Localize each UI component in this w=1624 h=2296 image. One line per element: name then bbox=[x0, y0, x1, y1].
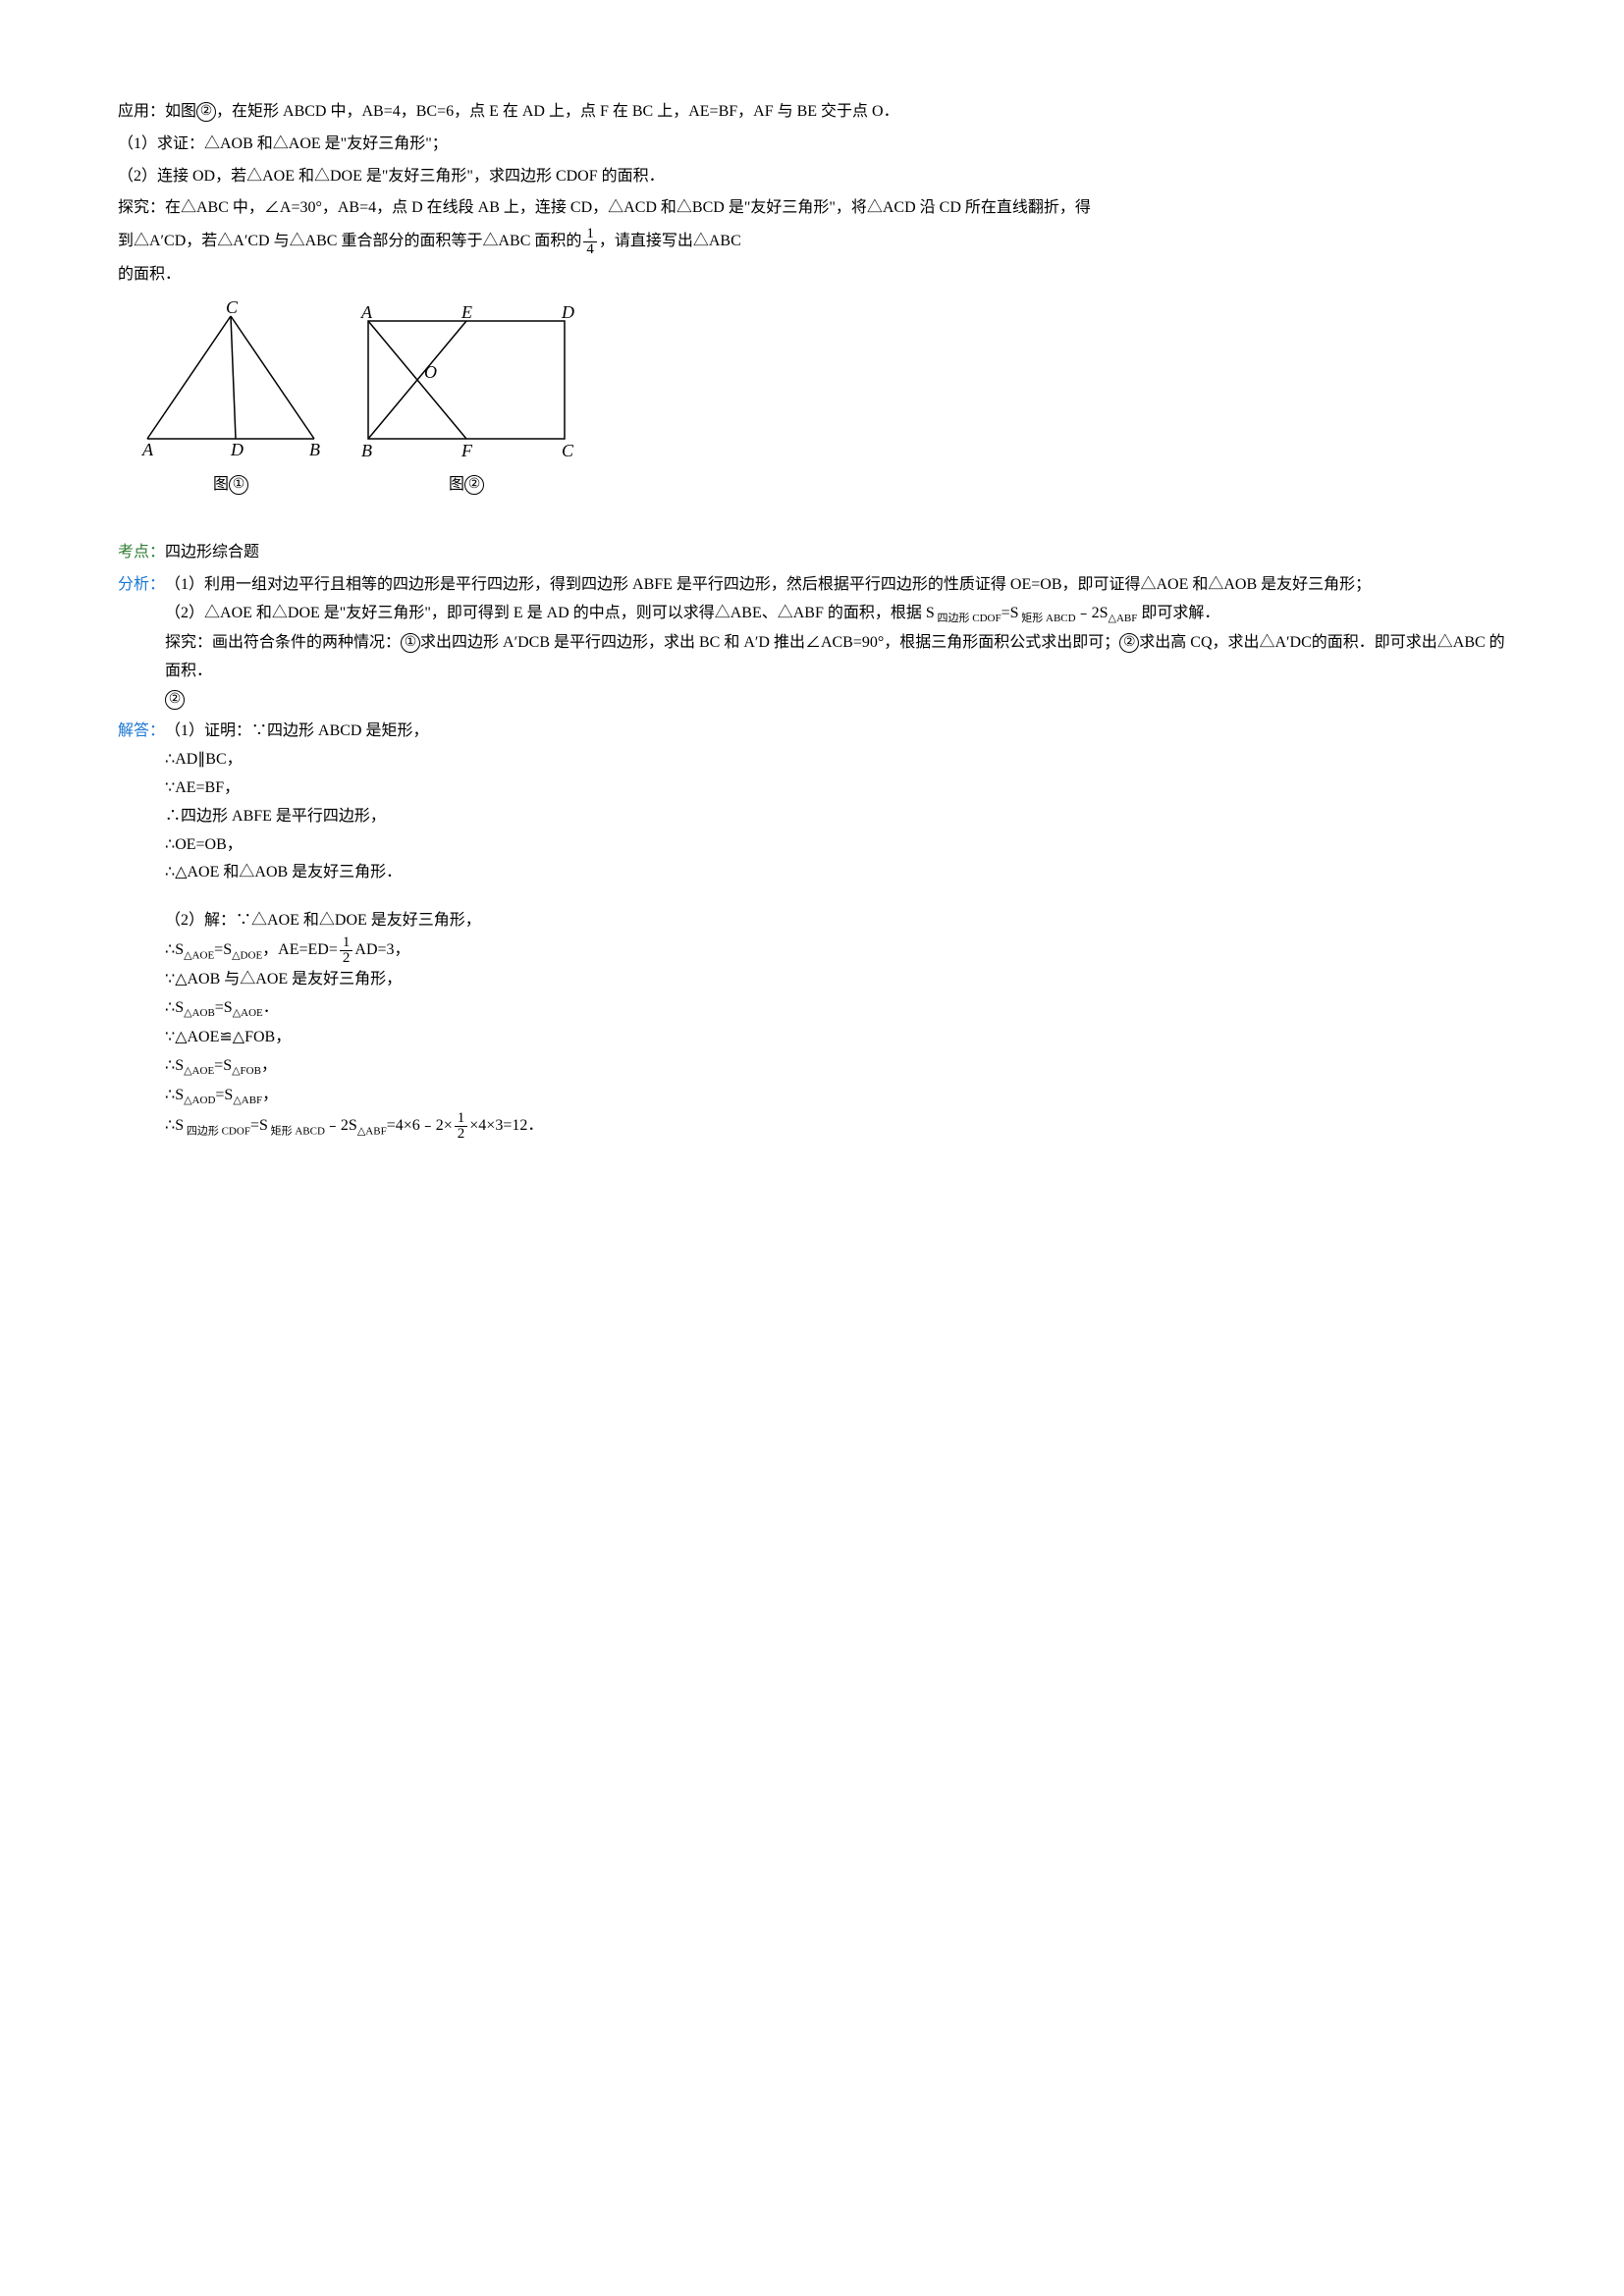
jieda-s2: ∴AD∥BC， bbox=[165, 746, 1506, 774]
fig2-O: O bbox=[424, 362, 437, 382]
figure-2-caption: 图② bbox=[353, 471, 579, 500]
jieda-s1: （1）证明：∵四边形 ABCD 是矩形， bbox=[165, 718, 1506, 746]
figure-1-caption: 图① bbox=[137, 471, 324, 500]
jieda-s14: ∴S 四边形 CDOF=S 矩形 ABCD﹣2S△ABF=4×6﹣2×12×4×… bbox=[165, 1111, 1506, 1142]
figure-1-wrap: A B C D 图① bbox=[137, 301, 324, 500]
jieda-s4: ∴四边形 ABFE 是平行四边形， bbox=[165, 803, 1506, 831]
jieda-blank bbox=[165, 887, 1506, 907]
jieda-label: 解答： bbox=[118, 718, 165, 746]
fig2-C: C bbox=[562, 441, 574, 458]
kaodian-label: 考点： bbox=[118, 539, 165, 567]
intro-p1-b: ，在矩形 ABCD 中，AB=4，BC=6，点 E 在 AD 上，点 F 在 B… bbox=[216, 103, 899, 120]
kaodian-row: 考点： 四边形综合题 bbox=[118, 539, 1506, 567]
fenxi-body: （1）利用一组对边平行且相等的四边形是平行四边形，得到四边形 ABFE 是平行四… bbox=[165, 571, 1506, 714]
jieda-s9: ∵△AOB 与△AOE 是友好三角形， bbox=[165, 966, 1506, 994]
intro-q1: （1）求证：△AOB 和△AOE 是"友好三角形"； bbox=[118, 131, 1506, 159]
fenxi-row: 分析： （1）利用一组对边平行且相等的四边形是平行四边形，得到四边形 ABFE … bbox=[118, 571, 1506, 714]
jieda-s6: ∴△AOE 和△AOB 是友好三角形． bbox=[165, 859, 1506, 887]
fig1-D: D bbox=[230, 440, 244, 458]
jieda-s13: ∴S△AOD=S△ABF， bbox=[165, 1082, 1506, 1111]
fig2-B: B bbox=[361, 441, 372, 458]
intro-p1: 应用：如图②，在矩形 ABCD 中，AB=4，BC=6，点 E 在 AD 上，点… bbox=[118, 98, 1506, 127]
figure-2: A E D B F C O bbox=[353, 301, 579, 458]
jieda-s12: ∴S△AOE=S△FOB， bbox=[165, 1052, 1506, 1082]
intro-p1-a: 应用：如图 bbox=[118, 103, 196, 120]
figure-2-wrap: A E D B F C O 图② bbox=[353, 301, 579, 500]
frac-1-4: 14 bbox=[583, 227, 597, 257]
jieda-s5: ∴OE=OB， bbox=[165, 831, 1506, 860]
intro-explore3: 的面积． bbox=[118, 261, 1506, 290]
jieda-s8: ∴S△AOE=S△DOE，AE=ED=12AD=3， bbox=[165, 935, 1506, 966]
jieda-body: （1）证明：∵四边形 ABCD 是矩形， ∴AD∥BC， ∵AE=BF， ∴四边… bbox=[165, 718, 1506, 1141]
fenxi-p2: （2）△AOE 和△DOE 是"友好三角形"，即可得到 E 是 AD 的中点，则… bbox=[165, 600, 1506, 629]
jieda-s3: ∵AE=BF， bbox=[165, 774, 1506, 803]
fig2-E: E bbox=[460, 302, 472, 322]
jieda-s7: （2）解：∵△AOE 和△DOE 是友好三角形， bbox=[165, 907, 1506, 935]
fig1-A: A bbox=[141, 440, 154, 458]
figure-row: A B C D 图① A E D B F C O 图② bbox=[137, 301, 1506, 500]
intro-q2: （2）连接 OD，若△AOE 和△DOE 是"友好三角形"，求四边形 CDOF … bbox=[118, 163, 1506, 191]
fenxi-label: 分析： bbox=[118, 571, 165, 600]
jieda-s11: ∵△AOE≌△FOB， bbox=[165, 1024, 1506, 1052]
circled-2: ② bbox=[196, 102, 216, 122]
fig2-A: A bbox=[360, 302, 373, 322]
intro-explore2-a: 到△A′CD，若△A′CD 与△ABC 重合部分的面积等于△ABC 面积的 bbox=[118, 233, 581, 249]
fig1-C: C bbox=[226, 301, 239, 317]
fig2-F: F bbox=[460, 441, 473, 458]
jieda-row: 解答： （1）证明：∵四边形 ABCD 是矩形， ∴AD∥BC， ∵AE=BF，… bbox=[118, 718, 1506, 1141]
intro-explore2-b: ，请直接写出△ABC bbox=[599, 233, 741, 249]
fenxi-p1: （1）利用一组对边平行且相等的四边形是平行四边形，得到四边形 ABFE 是平行四… bbox=[165, 571, 1506, 600]
fenxi-p4: ② bbox=[165, 686, 1506, 715]
intro-explore: 探究：在△ABC 中，∠A=30°，AB=4，点 D 在线段 AB 上，连接 C… bbox=[118, 194, 1506, 223]
figure-1: A B C D bbox=[137, 301, 324, 458]
jieda-s10: ∴S△AOB=S△AOE． bbox=[165, 994, 1506, 1024]
intro-explore2: 到△A′CD，若△A′CD 与△ABC 重合部分的面积等于△ABC 面积的14，… bbox=[118, 227, 1506, 257]
fenxi-p3: 探究：画出符合条件的两种情况：①求出四边形 A′DCB 是平行四边形，求出 BC… bbox=[165, 629, 1506, 686]
fig2-D: D bbox=[561, 302, 574, 322]
kaodian-text: 四边形综合题 bbox=[165, 539, 1506, 567]
fig1-B: B bbox=[309, 440, 320, 458]
